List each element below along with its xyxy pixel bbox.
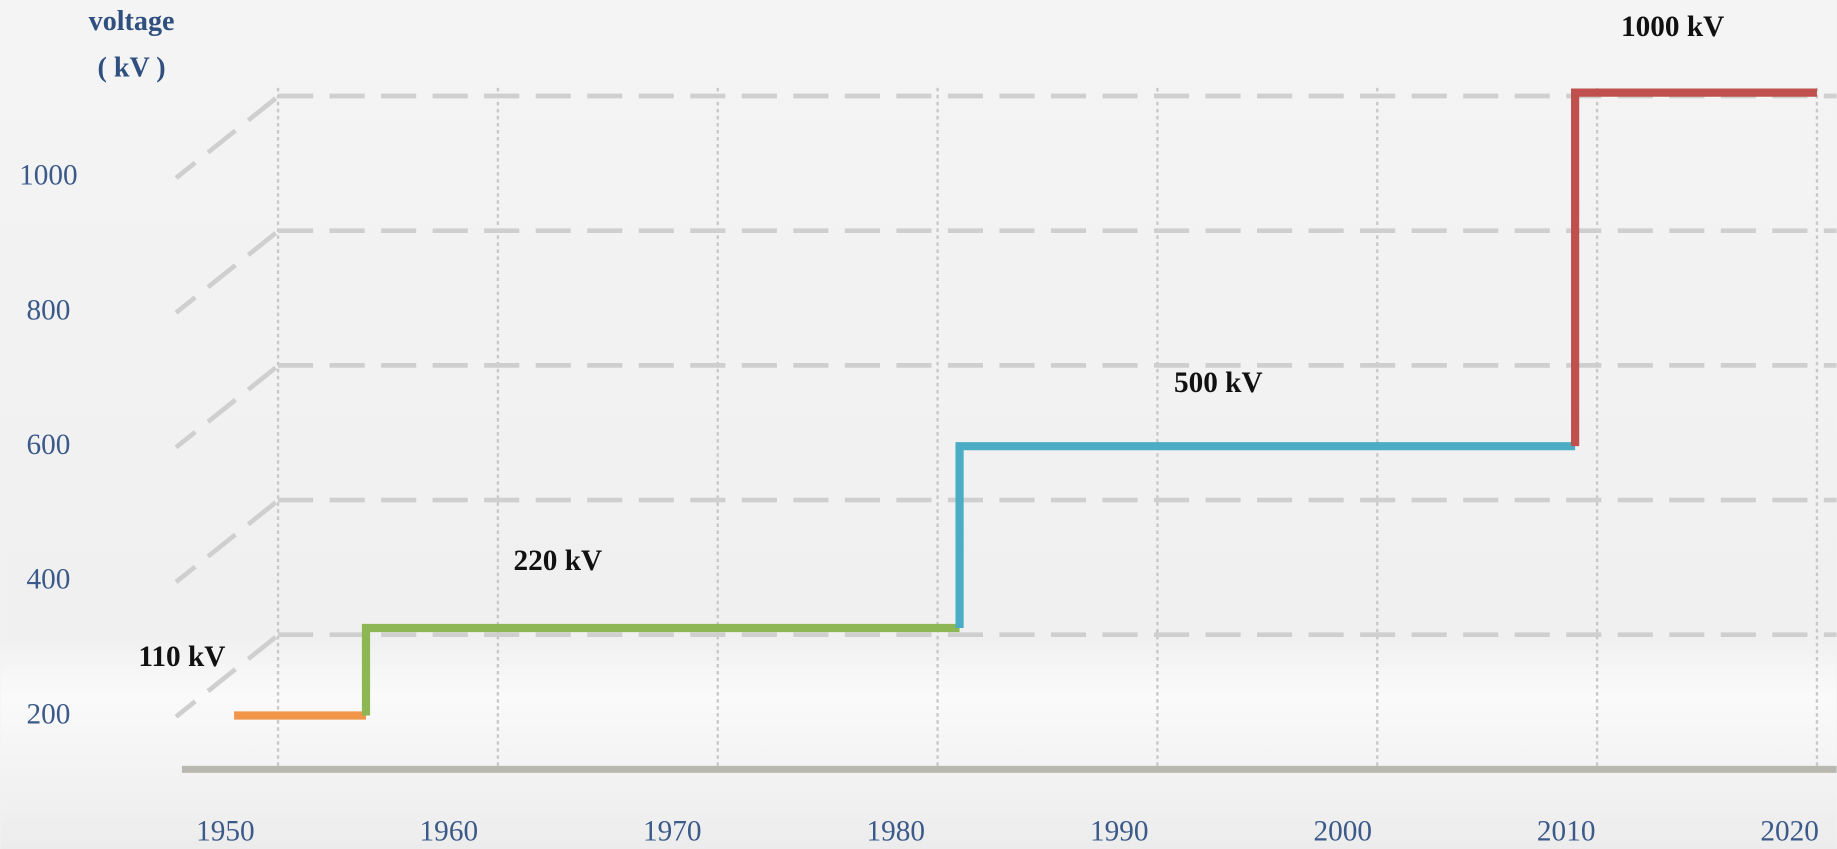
x-tick-label: 2000 — [1313, 815, 1372, 847]
x-tick-label: 1970 — [643, 815, 702, 847]
step-line — [361, 623, 960, 716]
grid-line-oblique — [174, 231, 278, 315]
step-line — [955, 442, 1576, 628]
x-tick-label: 1990 — [1090, 815, 1149, 847]
x-tick-label: 2020 — [1760, 815, 1819, 847]
step-line — [1571, 88, 1817, 447]
y-tick-label: 400 — [26, 564, 70, 596]
x-tick-label: 2010 — [1537, 815, 1596, 847]
annotation: 1000 kV — [1621, 11, 1724, 43]
annotation: 110 kV — [138, 641, 225, 673]
grid-line-oblique — [174, 96, 278, 180]
y-tick-label: 1000 — [19, 160, 78, 192]
x-tick-label: 1950 — [196, 815, 255, 847]
y-axis-label: voltage — [89, 6, 175, 37]
grid-line-oblique — [174, 365, 278, 450]
x-tick-label: 1980 — [867, 815, 926, 847]
y-tick-label: 600 — [26, 429, 70, 461]
grid-line-oblique — [174, 635, 278, 719]
x-tick-label: 1960 — [420, 815, 479, 847]
y-tick-label: 800 — [26, 294, 70, 326]
annotation: 500 kV — [1174, 367, 1263, 399]
y-axis-unit: ( kV ) — [97, 53, 165, 84]
y-tick-label: 200 — [26, 698, 70, 730]
annotation: 220 kV — [514, 545, 603, 577]
grid-line-oblique — [174, 500, 278, 584]
